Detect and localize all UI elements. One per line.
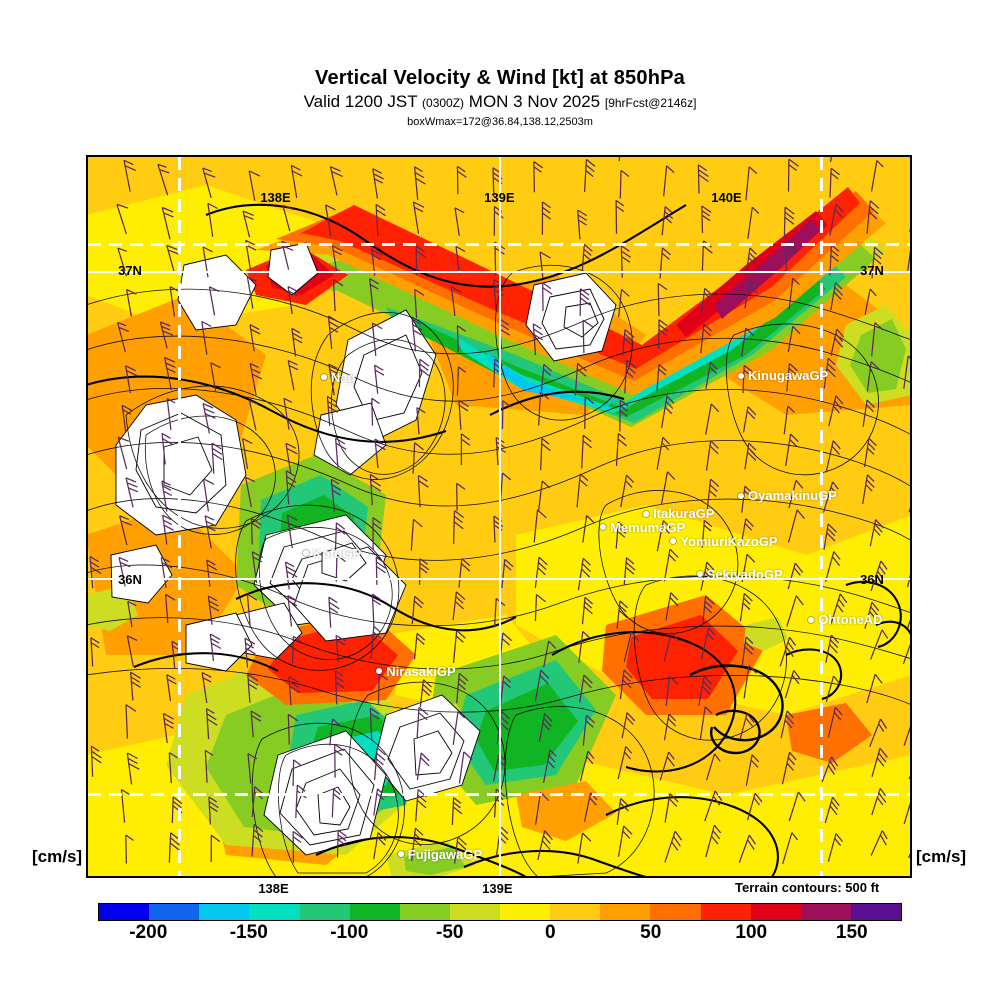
graticule-dash-north — [88, 243, 910, 247]
graticule-dash-south — [88, 793, 910, 797]
lat-label-right-36N: 36N — [860, 571, 884, 587]
lat-label-left-36N: 36N — [118, 571, 142, 587]
station-marker-kinugawagp[interactable]: KinugawaGP — [738, 368, 828, 383]
colorbar-tick-0: 0 — [544, 922, 556, 943]
station-label: MemumaGP — [610, 519, 686, 535]
station-dot-icon — [738, 372, 745, 379]
graticule-dash-west — [178, 157, 182, 876]
unit-label-left: [cm/s] — [32, 847, 83, 866]
colorbar-tick-neg200: -200 — [129, 922, 168, 943]
graticule-lat-37 — [88, 270, 910, 273]
valid-utc: (0300Z) — [422, 96, 465, 110]
station-label: SekiyadoGP — [706, 566, 783, 582]
valid-time-line: Valid 1200 JST (0300Z) MON 3 Nov 2025 [9… — [0, 91, 1000, 114]
station-dot-icon — [302, 550, 309, 557]
colorbar-swatch-11 — [650, 904, 701, 920]
station-marker-nag[interactable]: Nag — [320, 369, 356, 385]
graticule-lon-139 — [499, 157, 501, 876]
page-title: Vertical Velocity & Wind [kt] at 850hPa — [315, 67, 685, 89]
wind-barbs — [89, 157, 910, 864]
station-label: KinugawaGP — [748, 368, 829, 384]
valid-date: MON 3 Nov 2025 — [468, 92, 601, 111]
colorbar-tick-neg50: -50 — [436, 922, 464, 943]
station-marker-ohtonead[interactable]: OhtoneAD — [808, 612, 883, 628]
colorbar-tick-labels: -200 -150 -100 -50 0 50 100 150 — [0, 922, 1000, 952]
colorbar-swatch-10 — [600, 904, 651, 920]
forecast-tag: [9hrFcst@2146z] — [604, 96, 697, 110]
colorbar-tick-150: 150 — [835, 922, 868, 943]
colorbar-swatch-12 — [700, 904, 751, 920]
colorbar-swatch-7 — [449, 904, 500, 920]
colorbar-swatch-4 — [299, 904, 350, 920]
station-dot-icon — [397, 851, 404, 858]
colorbar-swatch-14 — [800, 904, 851, 920]
lon-label-138E: 138E — [260, 190, 291, 205]
station-marker-fujigawagp[interactable]: FujigawaGP — [397, 846, 483, 862]
station-label: OhtoneAD — [818, 612, 883, 628]
lon-label-bottom-138E: 138E — [258, 881, 289, 896]
lon-label-140E: 140E — [711, 190, 742, 205]
station-label: ItakuraGP — [653, 506, 715, 522]
graticule-lat-36 — [88, 577, 910, 580]
colorbar-swatch-15 — [850, 904, 901, 920]
wind-barb-overlay — [89, 157, 910, 864]
station-marker-nirasakigp[interactable]: NirasakiGP — [376, 663, 456, 679]
station-dot-icon — [643, 510, 650, 517]
colorbar-swatch-3 — [249, 904, 300, 920]
station-marker-sekiyadogp[interactable]: SekiyadoGP — [696, 566, 783, 582]
lat-label-left-37N: 37N — [118, 263, 142, 279]
station-label: KofuGP — [312, 545, 362, 561]
graticule-dash-east — [819, 157, 823, 876]
colorbar-swatch-8 — [500, 904, 551, 920]
station-marker-memumagp[interactable]: MemumaGP — [600, 520, 685, 535]
boxwmax-annotation: boxWmax=172@36.84,138.12,2503m — [407, 116, 593, 128]
station-label: NirasakiGP — [386, 663, 456, 679]
colorbar-tick-100: 100 — [735, 922, 768, 943]
colorbar-tick-neg150: -150 — [229, 922, 268, 943]
lon-label-139E: 139E — [484, 190, 515, 205]
station-dot-icon — [738, 492, 745, 499]
station-dot-icon — [376, 668, 383, 675]
field-svg — [88, 157, 910, 876]
station-label: Nag — [330, 369, 356, 385]
terrain-contour-note: Terrain contours: 500 ft — [735, 880, 880, 895]
station-dot-icon — [320, 374, 327, 380]
colorbar-swatch-13 — [750, 904, 801, 920]
station-dot-icon — [600, 524, 607, 531]
title-block: Vertical Velocity & Wind [kt] at 850hPa … — [0, 66, 1000, 129]
valid-prefix: Valid 1200 JST — [303, 92, 418, 111]
colorbar — [98, 903, 902, 921]
colorbar-tick-neg100: -100 — [330, 922, 369, 943]
colorbar-swatch-2 — [199, 904, 250, 920]
station-dot-icon — [808, 616, 815, 623]
station-dot-icon — [696, 571, 703, 578]
colorbar-swatch-6 — [399, 904, 450, 920]
station-marker-kofugp[interactable]: KofuGP — [302, 545, 362, 561]
map-plot-area: 138E 139E 140E 37N 36N 37N 36N Nag KinugawaGP Oya… — [86, 155, 912, 878]
station-label: OyamakinuGP — [748, 488, 837, 504]
station-marker-itakuragp[interactable]: ItakuraGP — [643, 506, 714, 521]
station-marker-yomiurikazogp[interactable]: YomiuriKazoGP — [670, 533, 778, 549]
lat-label-right-37N: 37N — [860, 263, 884, 279]
station-marker-oyamakinugp[interactable]: OyamakinuGP — [738, 488, 837, 503]
station-label: FujigawaGP — [407, 846, 483, 862]
colorbar-tick-50: 50 — [640, 922, 662, 943]
vertical-velocity-field — [88, 157, 910, 876]
lon-label-bottom-139E: 139E — [482, 881, 513, 896]
station-label: YomiuriKazoGP — [680, 533, 778, 549]
unit-label-right: [cm/s] — [916, 847, 967, 866]
station-dot-icon — [670, 538, 677, 545]
colorbar-swatch-0 — [99, 904, 150, 920]
colorbar-swatch-9 — [550, 904, 601, 920]
colorbar-swatch-1 — [149, 904, 200, 920]
colorbar-swatch-5 — [349, 904, 400, 920]
